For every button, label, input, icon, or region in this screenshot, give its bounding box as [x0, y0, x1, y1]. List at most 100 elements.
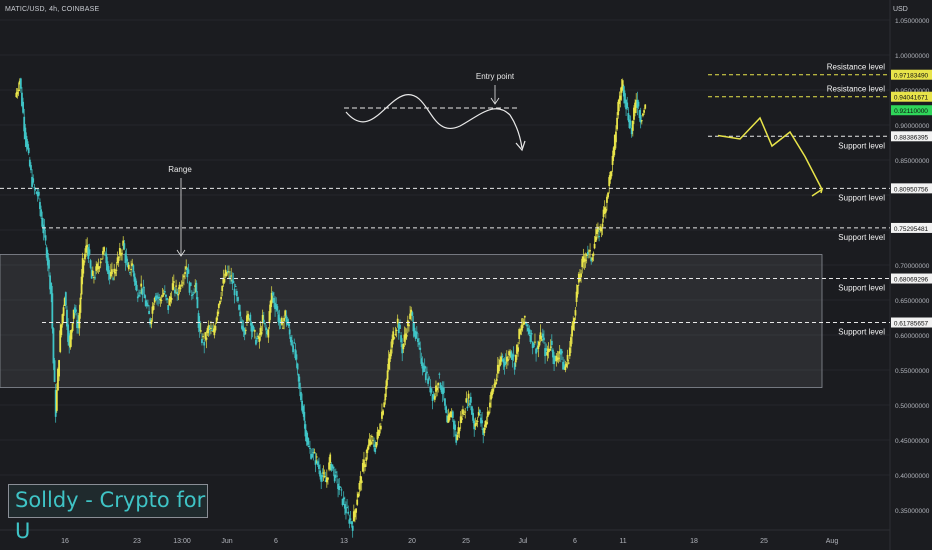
candle-body — [534, 341, 536, 343]
candle-body — [339, 486, 342, 488]
candle-body — [413, 327, 416, 337]
candle-body — [586, 251, 589, 255]
candle-body — [247, 313, 249, 320]
candle-body — [451, 411, 454, 418]
symbol-title: MATIC/USD, 4h, COINBASE — [5, 6, 100, 13]
candle-body — [132, 265, 135, 273]
candle-body — [503, 362, 506, 367]
candle-body — [490, 392, 492, 400]
candle-body — [318, 465, 320, 470]
candle-body — [536, 347, 539, 350]
candle-body — [336, 475, 338, 477]
range-label: Range — [168, 165, 192, 174]
x-tick-label: 20 — [408, 538, 416, 545]
candle-body — [550, 340, 553, 345]
candle-body — [599, 226, 602, 230]
candle-body — [208, 327, 211, 329]
candle-body — [516, 344, 518, 354]
candle-body — [140, 283, 143, 287]
candle-body — [334, 471, 337, 473]
candle-body — [427, 378, 429, 384]
candle-body — [393, 337, 396, 339]
candle-body — [133, 273, 136, 282]
candle-body — [314, 460, 317, 465]
y-tick-label: 1.05000000 — [895, 18, 930, 25]
candle-body — [352, 511, 355, 522]
candle-body — [28, 159, 31, 167]
candle-body — [572, 321, 575, 330]
candle-body — [54, 389, 57, 417]
candle-body — [482, 428, 485, 435]
candle-body — [280, 317, 283, 325]
candle-body — [526, 324, 528, 327]
candle-body — [504, 361, 507, 364]
candle-body — [637, 101, 640, 107]
candle-body — [602, 209, 605, 218]
candle-body — [580, 273, 582, 278]
candle-body — [640, 120, 643, 122]
candle-body — [538, 341, 541, 346]
candle-body — [402, 343, 405, 350]
candle-body — [311, 453, 314, 458]
candle-body — [342, 497, 345, 500]
candle-body — [321, 475, 324, 478]
candle-body — [136, 296, 139, 299]
candle-body — [156, 295, 158, 298]
candle-body — [302, 406, 305, 415]
candle-body — [22, 101, 24, 113]
candle-body — [300, 392, 302, 401]
candle-body — [356, 499, 359, 505]
candle-body — [619, 95, 622, 100]
candle-body — [453, 420, 455, 430]
candle-body — [117, 256, 120, 261]
candle-body — [532, 343, 535, 348]
candle-body — [474, 423, 477, 427]
candle-body — [620, 86, 623, 93]
candle-body — [613, 134, 616, 151]
candle-body — [376, 431, 379, 440]
candle-body — [252, 327, 255, 330]
candle-body — [312, 452, 315, 454]
candle-body — [465, 398, 468, 403]
candle-body — [593, 243, 596, 249]
candle-body — [338, 486, 341, 491]
candle-body — [59, 330, 62, 352]
candle-body — [98, 267, 101, 269]
candle-body — [512, 354, 515, 357]
candle-body — [278, 317, 281, 324]
x-tick-label: 25 — [760, 538, 768, 545]
candle-body — [541, 333, 544, 338]
candle-body — [552, 349, 554, 358]
candle-body — [52, 328, 55, 364]
candle-body — [562, 361, 564, 370]
candle-body — [385, 380, 388, 390]
candle-body — [50, 282, 53, 294]
candle-body — [305, 431, 308, 442]
y-tick-label: 0.65000000 — [895, 298, 930, 305]
y-tick-label: 0.90000000 — [895, 123, 930, 130]
candle-body — [86, 244, 89, 250]
candle-body — [571, 325, 573, 337]
candle-body — [232, 281, 235, 284]
x-tick-label: 16 — [61, 538, 69, 545]
candle-body — [395, 329, 398, 331]
candle-body — [369, 441, 372, 445]
candle-body — [27, 147, 30, 154]
candle-body — [354, 510, 356, 518]
candle-body — [265, 327, 267, 331]
candle-body — [325, 477, 328, 483]
candle-body — [442, 387, 445, 393]
candle-body — [159, 298, 162, 301]
candle-body — [568, 347, 571, 357]
level-text: Support level — [838, 284, 885, 293]
candle-body — [42, 224, 45, 234]
x-tick-label: 13 — [340, 538, 348, 545]
candle-body — [204, 332, 207, 339]
candle-body — [31, 176, 33, 187]
candle-body — [147, 304, 149, 306]
candle-body — [467, 393, 470, 399]
candle-body — [359, 475, 362, 484]
candle-body — [639, 114, 642, 123]
candle-body — [368, 439, 371, 446]
